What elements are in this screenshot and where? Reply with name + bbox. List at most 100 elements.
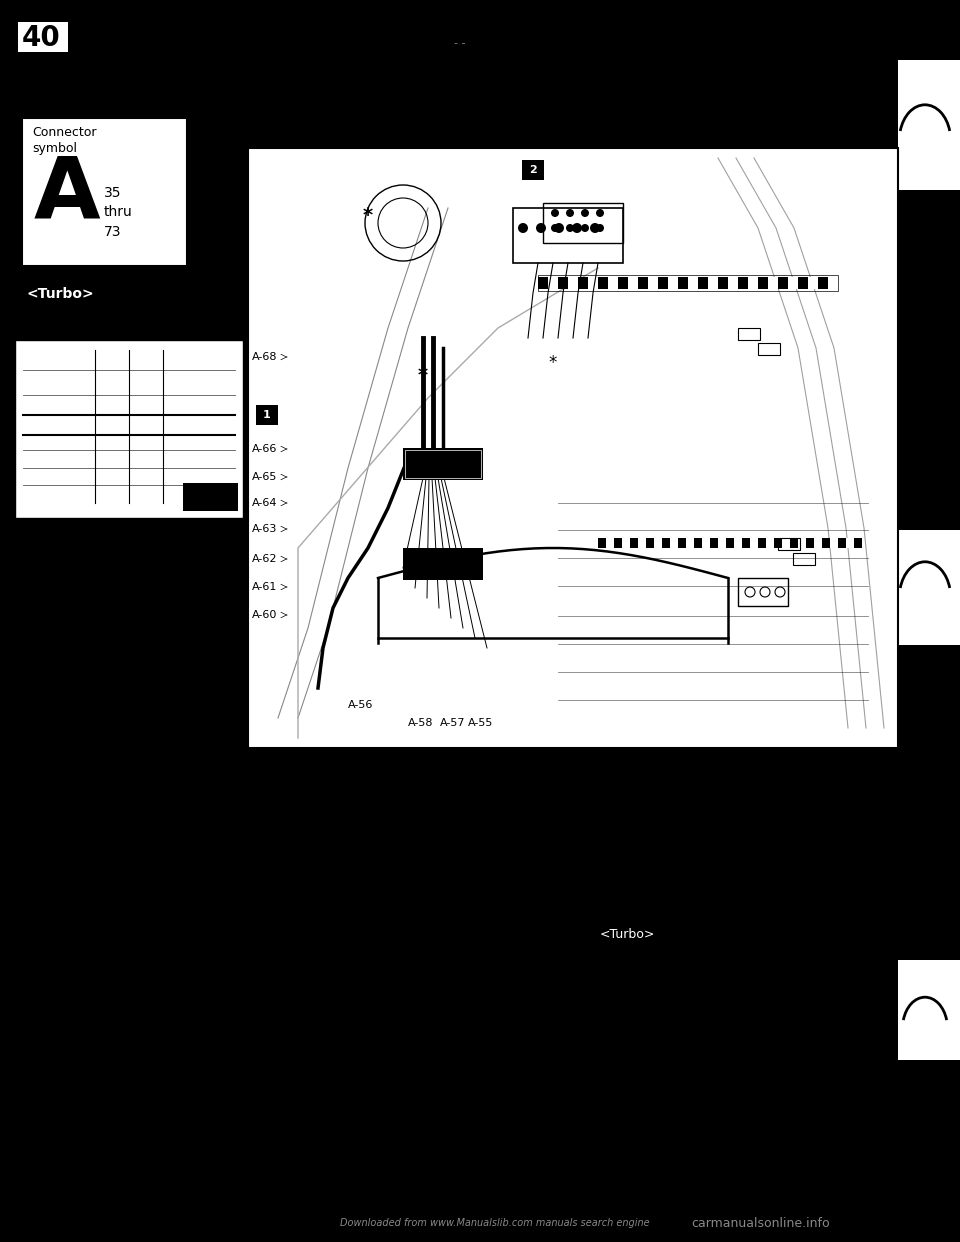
Bar — [808, 277, 818, 289]
Bar — [688, 277, 698, 289]
Bar — [22, 284, 110, 307]
Circle shape — [596, 209, 604, 217]
Bar — [758, 343, 780, 355]
Text: A-68: A-68 — [252, 351, 277, 361]
Bar — [748, 277, 758, 289]
Bar — [558, 277, 568, 289]
Bar — [702, 538, 710, 548]
Bar — [654, 538, 662, 548]
Bar — [830, 538, 838, 548]
Text: A/T
Kickdown: A/T Kickdown — [418, 941, 474, 971]
Bar — [49, 986, 121, 1006]
Bar — [788, 277, 798, 289]
Bar — [718, 538, 726, 548]
Text: <A/T>: <A/T> — [612, 975, 654, 987]
Text: - -: - - — [454, 39, 466, 48]
Bar — [766, 538, 774, 548]
Bar — [668, 277, 678, 289]
Bar — [758, 277, 768, 289]
Circle shape — [590, 224, 600, 233]
Text: carmanualsonline.info: carmanualsonline.info — [691, 1217, 830, 1230]
Bar — [742, 538, 750, 548]
Bar — [728, 277, 738, 289]
Text: TSB: TSB — [208, 1009, 232, 1021]
Bar — [710, 538, 718, 548]
Text: A-64: A-64 — [252, 498, 277, 508]
Text: A-65: A-65 — [252, 472, 277, 482]
Bar — [598, 538, 606, 548]
Bar — [678, 538, 686, 548]
Bar — [403, 448, 483, 479]
Text: *: * — [418, 366, 428, 385]
Bar — [898, 960, 960, 1059]
Bar — [403, 548, 483, 580]
Circle shape — [566, 209, 574, 217]
Text: A-66: A-66 — [252, 443, 277, 455]
Bar — [806, 538, 814, 548]
Bar — [658, 277, 668, 289]
Bar — [750, 538, 758, 548]
Text: Connector
symbol: Connector symbol — [32, 125, 97, 155]
Bar — [588, 277, 598, 289]
Bar — [538, 277, 548, 289]
Bar — [778, 538, 800, 550]
Bar — [513, 207, 623, 263]
Bar — [768, 277, 778, 289]
Bar — [686, 538, 694, 548]
Bar — [798, 538, 806, 548]
Text: 35
thru
73: 35 thru 73 — [104, 186, 132, 238]
Bar — [738, 277, 748, 289]
Text: <Turbo>: <Turbo> — [26, 287, 94, 301]
Circle shape — [554, 224, 564, 233]
Bar — [670, 538, 678, 548]
Bar — [708, 277, 718, 289]
Text: A-56: A-56 — [348, 700, 373, 710]
Text: <A/T>: <A/T> — [612, 953, 654, 965]
Text: (LH): (LH) — [138, 987, 164, 1001]
Text: A-63: A-63 — [252, 524, 277, 534]
Bar — [678, 277, 688, 289]
Text: 36F0014: 36F0014 — [199, 504, 238, 513]
Text: 2: 2 — [529, 165, 537, 175]
Text: A-60: A-60 — [252, 610, 277, 620]
Bar — [790, 538, 798, 548]
Bar — [610, 974, 658, 992]
Text: *: * — [363, 206, 373, 226]
Bar — [538, 274, 838, 291]
Bar — [15, 340, 243, 518]
Bar — [814, 538, 822, 548]
Bar — [598, 927, 676, 946]
Circle shape — [572, 224, 582, 233]
Text: <Turbo>: <Turbo> — [600, 928, 656, 941]
Bar — [846, 538, 854, 548]
Bar — [662, 538, 670, 548]
Bar — [135, 986, 177, 1006]
Bar — [415, 940, 483, 976]
Bar — [638, 277, 648, 289]
Bar — [628, 277, 638, 289]
Bar — [608, 277, 618, 289]
Circle shape — [581, 209, 589, 217]
Bar — [49, 856, 89, 876]
Bar — [183, 483, 238, 510]
Bar — [614, 538, 622, 548]
Bar — [774, 538, 782, 548]
Bar — [798, 277, 808, 289]
Text: A-55: A-55 — [468, 718, 493, 728]
Bar — [548, 277, 558, 289]
Bar — [543, 202, 623, 243]
Bar — [854, 538, 862, 548]
Bar — [738, 328, 760, 340]
Text: SRS: SRS — [52, 858, 80, 871]
Text: A: A — [34, 153, 101, 236]
Text: 40: 40 — [22, 24, 60, 52]
Text: A-62: A-62 — [252, 554, 277, 564]
Circle shape — [581, 224, 589, 232]
Bar — [405, 450, 481, 478]
Text: A-57: A-57 — [440, 718, 466, 728]
Bar — [738, 578, 788, 606]
Bar — [734, 538, 742, 548]
Bar — [726, 538, 734, 548]
Circle shape — [518, 224, 528, 233]
Bar — [646, 538, 654, 548]
